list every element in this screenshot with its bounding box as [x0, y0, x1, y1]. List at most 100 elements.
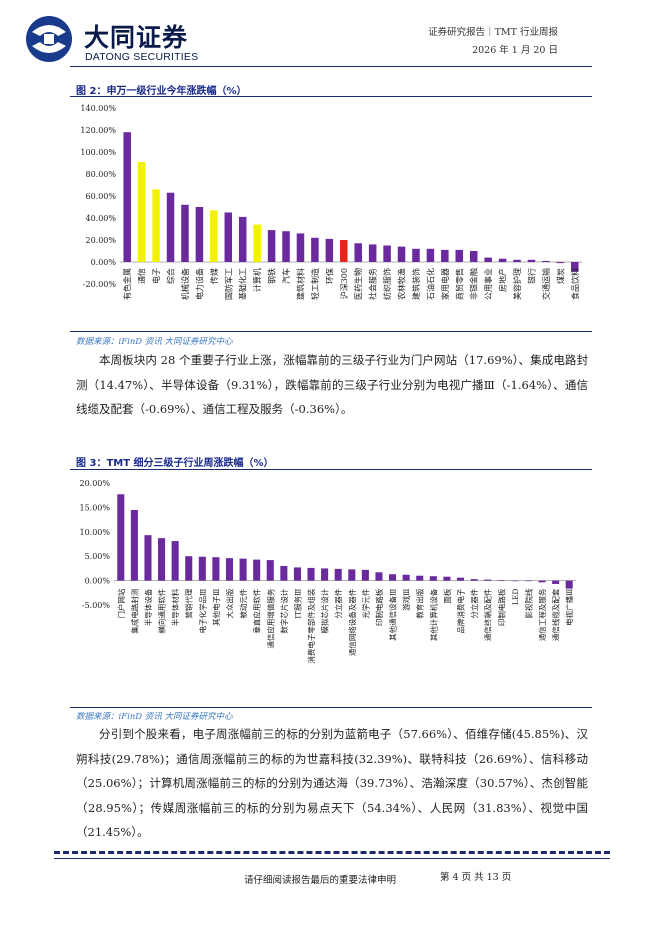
- fig3-category-label: 其他通信设备Ⅲ: [388, 589, 398, 641]
- report-type: 证券研究报告｜TMT 行业周报: [428, 27, 558, 38]
- fig3-bar: [375, 572, 383, 581]
- fig2-bar: [527, 259, 536, 262]
- fig3-bar: [497, 580, 505, 581]
- fig2-category-label: 通信: [137, 268, 147, 284]
- fig3-bar: [280, 565, 288, 581]
- figure-3-title: 图 3：TMT 细分三级子行业周涨跌幅（%）: [76, 458, 274, 469]
- fig2-bar: [238, 216, 247, 262]
- fig2-bar: [224, 212, 233, 262]
- fig2-category-label: 农林牧渔: [397, 268, 407, 300]
- fig3-category-label: 通信网络设备及器件: [347, 588, 357, 656]
- fig2-bar: [253, 224, 261, 262]
- fig3-category-label: 数字芯片设计: [279, 588, 289, 633]
- fig3-category-label: 印制电路板: [374, 588, 384, 626]
- header-divider: [70, 66, 592, 67]
- fig3-y-tick-label: 5.00%: [85, 552, 111, 561]
- fig2-bar: [123, 132, 131, 262]
- fig2-bar: [282, 231, 290, 262]
- figure-2-title: 图 2：申万一级行业今年涨跌幅（%）: [76, 86, 247, 97]
- figure-3-top-rule: [70, 469, 592, 470]
- figure-2-top-rule: [70, 96, 592, 97]
- fig3-bar: [334, 568, 342, 581]
- fig2-bar: [383, 245, 391, 262]
- fig2-bar: [340, 240, 348, 262]
- fig3-bar: [266, 560, 274, 581]
- footer-legal-note: 请仔细阅读报告最后的重要法律申明: [244, 875, 397, 886]
- fig3-category-label: 品牌消费电子: [456, 588, 466, 633]
- footer-dashed-rule: [54, 851, 610, 854]
- brand-name-english: DATONG SECURITIES: [85, 51, 199, 63]
- fig3-y-tick-label: 20.00%: [79, 479, 110, 488]
- fig3-category-label: 电视广播Ⅲ: [564, 589, 574, 626]
- fig2-category-label: 食品饮料: [570, 268, 580, 300]
- fig2-y-tick-label: 40.00%: [85, 214, 116, 223]
- fig3-category-label: 电子化学品Ⅲ: [197, 589, 207, 634]
- fig3-category-label: 横向通用软件: [157, 588, 167, 633]
- fig2-bar: [571, 262, 579, 272]
- fig3-bar: [293, 567, 301, 581]
- paragraph-industry-summary: 本周板块内 28 个重要子行业上涨，涨幅靠前的三级子行业为门户网站（17.69%…: [76, 353, 588, 416]
- fig3-category-label: 光学元件: [360, 588, 370, 618]
- fig3-category-label: 其他电子Ⅲ: [211, 589, 221, 626]
- fig2-category-label: 电力设备: [194, 268, 204, 300]
- fig2-bar: [368, 244, 377, 262]
- fig2-category-label: 建筑装饰: [411, 268, 421, 300]
- figure-3-bottom-rule: [70, 707, 592, 708]
- fig2-bar: [455, 249, 464, 262]
- fig2-bar: [166, 192, 175, 262]
- fig2-category-label: 石油石化: [425, 268, 435, 300]
- fig3-category-label: 模拟芯片设计: [320, 588, 330, 633]
- fig2-bar: [469, 251, 478, 262]
- fig2-bar: [195, 207, 204, 262]
- fig2-bar: [296, 233, 305, 262]
- fig3-category-label: 半导体设备: [143, 588, 153, 626]
- fig3-y-tick-label: -5.00%: [82, 601, 111, 610]
- fig2-bar: [325, 238, 334, 262]
- report-date: 2026 年 1 月 20 日: [472, 45, 558, 56]
- fig2-category-label: 银行: [526, 268, 536, 284]
- brand-logo-icon: [26, 16, 72, 62]
- fig2-category-label: 机械设备: [180, 268, 190, 300]
- fig3-bar: [484, 579, 492, 581]
- fig2-category-label: 沪深300: [339, 268, 349, 299]
- fig3-category-label: LED: [511, 589, 520, 605]
- fig2-bar: [556, 262, 565, 264]
- fig2-y-tick-label: -20.00%: [83, 280, 117, 289]
- fig3-bar: [239, 558, 247, 581]
- fig3-category-label: 印制电路板: [496, 588, 506, 626]
- fig2-bar: [181, 204, 189, 262]
- fig3-category-label: 大众出版: [225, 588, 235, 618]
- fig2-bar: [311, 237, 319, 262]
- fig3-category-label: 集成电路封测: [129, 589, 139, 634]
- fig2-category-label: 综合: [166, 268, 176, 284]
- fig3-category-label: 分立器件: [333, 588, 343, 618]
- fig3-category-label: 分立器件: [469, 588, 479, 618]
- fig2-category-label: 国防军工: [223, 268, 233, 300]
- fig3-bar: [361, 569, 369, 581]
- fig2-bar: [426, 248, 435, 262]
- fig2-bar: [441, 249, 449, 262]
- fig2-category-label: 美容护理: [512, 268, 522, 300]
- fig2-category-label: 轻工制造: [310, 268, 320, 300]
- fig3-y-tick-label: 0.00%: [85, 577, 111, 586]
- fig3-category-label: 通信应用增值服务: [265, 588, 275, 648]
- figure-2-source: 数据来源：iFinD 资讯 大同证券研究中心: [76, 337, 233, 347]
- fig3-category-label: 通信终端及配件: [483, 588, 493, 641]
- page-number: 第 4 页 共 13 页: [440, 872, 512, 883]
- fig3-bar: [443, 576, 451, 581]
- fig2-category-label: 汽车: [281, 268, 291, 284]
- fig3-bar: [144, 535, 152, 581]
- fig2-bar: [513, 259, 521, 262]
- fig3-category-label: 通信工程及服务: [537, 588, 547, 641]
- fig3-bar: [552, 580, 560, 584]
- fig2-y-tick-label: 140.00%: [80, 104, 116, 113]
- fig2-y-tick-label: 20.00%: [85, 236, 116, 245]
- fig3-bar: [321, 568, 329, 581]
- fig2-bar: [542, 260, 550, 262]
- fig2-category-label: 家用电器: [440, 268, 450, 300]
- fig3-bar: [117, 494, 125, 581]
- fig2-bar: [354, 243, 362, 262]
- fig3-bar: [130, 509, 138, 581]
- fig2-bar: [267, 230, 276, 262]
- fig3-bar: [171, 541, 179, 581]
